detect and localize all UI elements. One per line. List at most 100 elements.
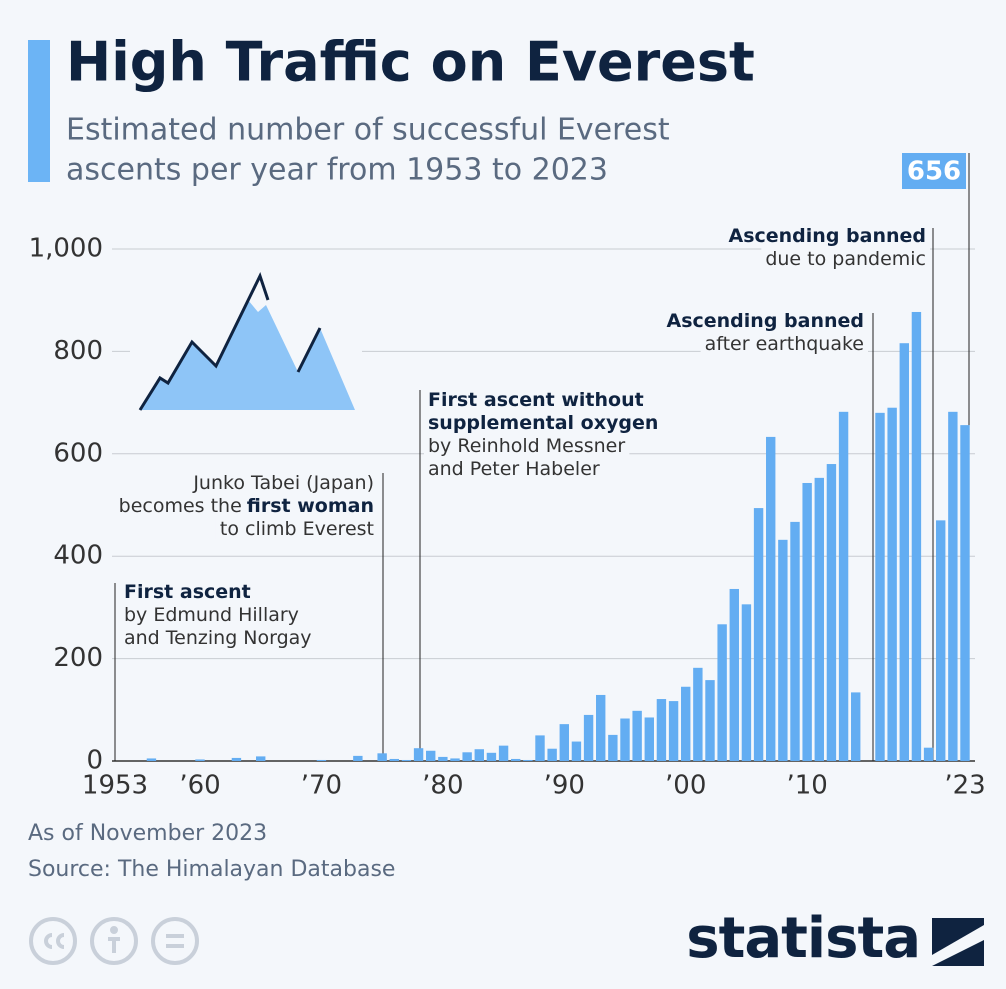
- x-tick-label: ’10: [786, 771, 827, 801]
- bar: [693, 667, 703, 761]
- x-tick-label: 1953: [82, 771, 148, 801]
- annotation-background: [724, 224, 930, 247]
- annotation-text: becomes the first woman: [119, 495, 374, 517]
- mountain-outline: [296, 327, 322, 373]
- bar: [717, 624, 727, 761]
- mountain-shape: [140, 300, 355, 410]
- highlight-box: [902, 153, 966, 189]
- bar: [195, 759, 205, 761]
- annotation-background: [761, 247, 930, 270]
- bar: [438, 756, 448, 761]
- bar: [644, 717, 654, 761]
- annotation-span: first woman: [247, 495, 374, 517]
- bar: [741, 604, 752, 761]
- bar: [899, 343, 909, 761]
- by-head: [110, 926, 118, 934]
- annotation-text: and Peter Habeler: [428, 458, 600, 480]
- bar: [814, 477, 824, 761]
- bar: [316, 759, 327, 761]
- bar: [887, 407, 897, 761]
- annotation-text: supplemental oxygen: [428, 412, 658, 434]
- annotation-span: by Reinhold Messner: [428, 435, 625, 457]
- annotation-text: Ascending banned: [728, 225, 926, 247]
- x-tick-label: ’80: [422, 771, 463, 801]
- bar: [256, 756, 266, 761]
- bar: [681, 686, 691, 761]
- annotation-span: First ascent: [124, 581, 251, 603]
- annotation-span: First ascent without: [428, 389, 644, 411]
- annotation-span: becomes the: [119, 495, 242, 517]
- annotation-text: Ascending banned: [666, 310, 864, 332]
- annotation-background: [215, 517, 378, 540]
- bar: [851, 692, 861, 761]
- bar: [146, 758, 157, 761]
- annotation-span: by Edmund Hillary: [124, 604, 299, 626]
- annotation-span: after earthquake: [705, 333, 864, 355]
- bars: 656: [146, 153, 970, 761]
- bar: [389, 758, 399, 761]
- bar: [620, 718, 630, 761]
- annotation-text: First ascent without: [428, 389, 644, 411]
- chart-title: High Traffic on Everest: [66, 31, 755, 94]
- bar: [462, 752, 472, 761]
- annotation-background: [424, 434, 630, 457]
- annotation-text: due to pandemic: [765, 248, 926, 270]
- annotation-background: [700, 332, 868, 355]
- y-tick-label: 400: [53, 541, 103, 571]
- mountain-outline: [138, 272, 270, 411]
- annotation-background: [662, 309, 868, 332]
- by-glyph: [108, 937, 120, 953]
- bar: [498, 745, 509, 761]
- bar: [523, 759, 533, 761]
- annotation-text: after earthquake: [705, 333, 864, 355]
- cc-glyph: [44, 933, 65, 949]
- bar: [960, 425, 970, 761]
- y-tick-label: 800: [53, 336, 103, 366]
- x-tick-label: ’23: [944, 771, 985, 801]
- chart-subtitle: ascents per year from 1953 to 2023: [66, 153, 608, 188]
- annotation-span: and Tenzing Norgay: [124, 627, 312, 649]
- accent-bar: [28, 40, 50, 182]
- annotation-span: Junko Tabei (Japan): [192, 472, 374, 494]
- bar: [632, 710, 642, 761]
- bar: [766, 436, 776, 761]
- bar: [778, 539, 788, 761]
- bar: [753, 508, 764, 761]
- bar: [401, 759, 412, 761]
- bar: [668, 701, 679, 761]
- bar: [838, 411, 849, 761]
- by-icon: [90, 917, 138, 965]
- bar: [571, 741, 582, 761]
- annotation-background: [424, 411, 663, 434]
- x-tick-label: ’00: [665, 771, 706, 801]
- nd-glyph: [166, 934, 184, 948]
- mountain-icon: [130, 270, 362, 415]
- bar: [705, 680, 715, 761]
- y-tick-label: 200: [53, 643, 103, 673]
- bar: [826, 464, 837, 761]
- bar: [353, 755, 363, 761]
- bar: [486, 752, 497, 761]
- annotation-background: [424, 388, 648, 411]
- bar: [547, 748, 557, 761]
- annotation-text: Junko Tabei (Japan): [192, 472, 374, 494]
- annotation-text: and Tenzing Norgay: [124, 627, 312, 649]
- annotation-span: and Peter Habeler: [428, 458, 600, 480]
- brand-logo: [932, 918, 984, 966]
- bar: [923, 747, 934, 761]
- source: Source: The Himalayan Database: [28, 857, 395, 882]
- x-tick-label: ’90: [544, 771, 585, 801]
- bar: [559, 724, 569, 761]
- annotation-background: [120, 603, 303, 626]
- y-tick-label: 0: [86, 746, 103, 776]
- annotation-span: due to pandemic: [765, 248, 926, 270]
- chart-subtitle: Estimated number of successful Everest: [66, 113, 670, 148]
- annotation-span: Ascending banned: [666, 310, 864, 332]
- brand: statista: [686, 906, 920, 971]
- bar: [413, 748, 424, 761]
- license-icons: [29, 917, 199, 965]
- annotation-span: supplemental oxygen: [428, 412, 658, 434]
- annotation-span: to climb Everest: [220, 518, 374, 540]
- highlight-label: 656: [907, 157, 961, 187]
- y-tick-label: 600: [53, 438, 103, 468]
